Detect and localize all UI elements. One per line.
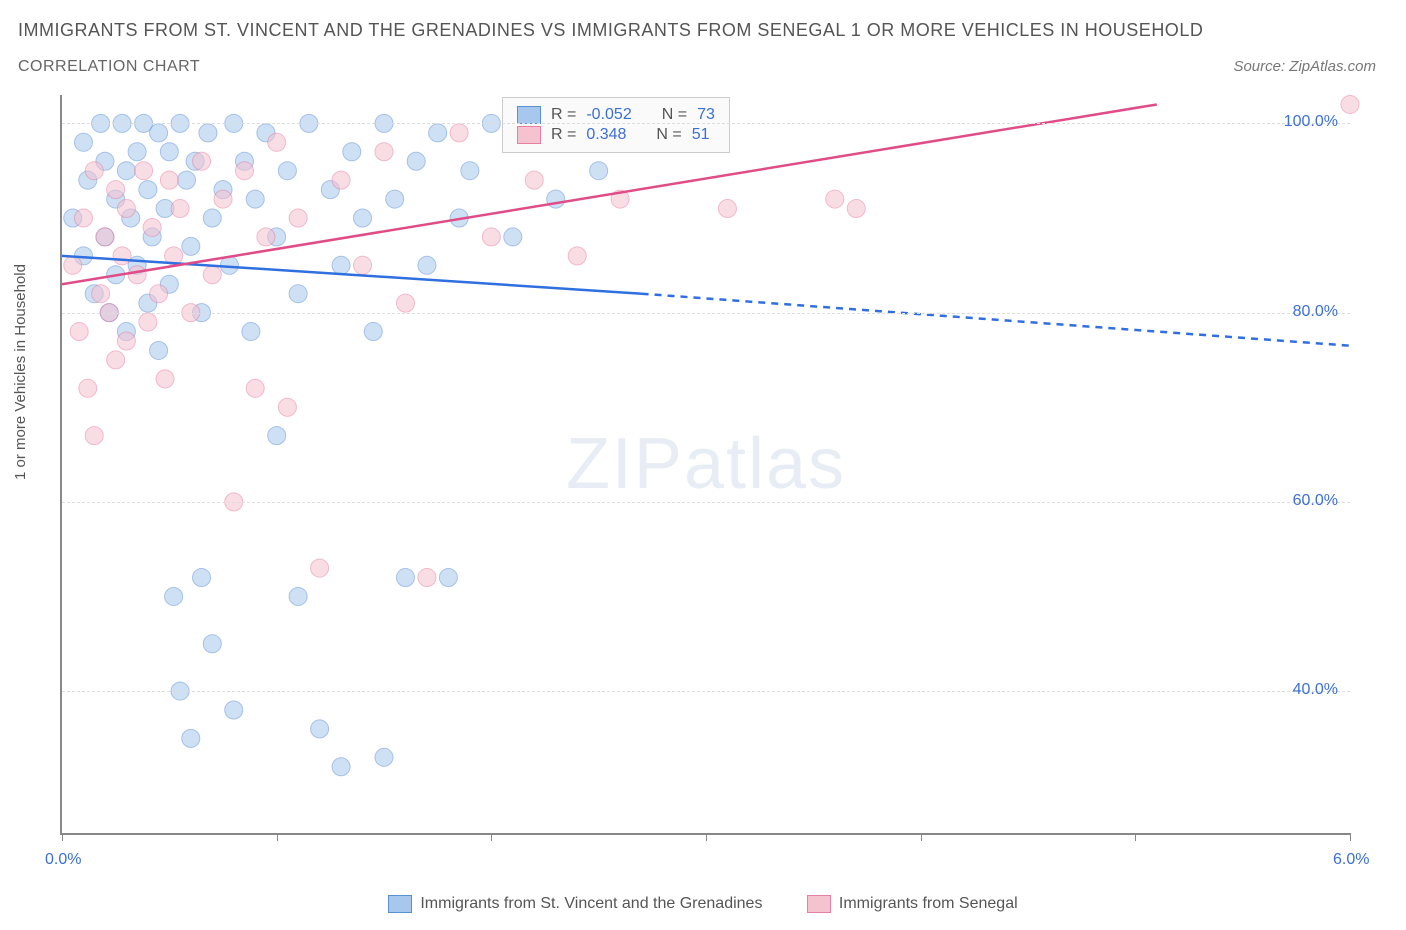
swatch-series-2: [807, 895, 831, 913]
x-tick-label: 6.0%: [1333, 851, 1369, 869]
y-tick-label: 100.0%: [1284, 113, 1338, 131]
stat-r-label: R =: [551, 126, 576, 144]
swatch-series-1: [517, 106, 541, 124]
x-tick: [1135, 833, 1136, 841]
x-tick: [1350, 833, 1351, 841]
plot-area: ZIPatlas R = -0.052 N = 73 R = 0.348 N =…: [60, 95, 1350, 835]
x-tick-label: 0.0%: [45, 851, 81, 869]
stat-n-label: N =: [656, 126, 681, 144]
stats-row-series-1: R = -0.052 N = 73: [517, 106, 715, 124]
stat-n-value-2: 51: [692, 126, 710, 144]
legend-label-1: Immigrants from St. Vincent and the Gren…: [420, 895, 762, 913]
x-tick: [277, 833, 278, 841]
stat-n-value-1: 73: [697, 106, 715, 124]
stat-r-label: R =: [551, 106, 576, 124]
stats-row-series-2: R = 0.348 N = 51: [517, 126, 715, 144]
x-tick: [62, 833, 63, 841]
x-tick: [921, 833, 922, 841]
gridline: [62, 123, 1350, 124]
stat-r-value-1: -0.052: [586, 106, 631, 124]
gridline: [62, 691, 1350, 692]
swatch-series-2: [517, 126, 541, 144]
stat-n-label: N =: [662, 106, 687, 124]
source-attribution: Source: ZipAtlas.com: [1233, 58, 1376, 75]
y-tick-label: 40.0%: [1293, 681, 1338, 699]
scatter-svg: [62, 95, 1350, 833]
y-tick-label: 80.0%: [1293, 303, 1338, 321]
chart-title: IMMIGRANTS FROM ST. VINCENT AND THE GREN…: [18, 20, 1203, 41]
x-tick: [491, 833, 492, 841]
stat-r-value-2: 0.348: [586, 126, 626, 144]
gridline: [62, 313, 1350, 314]
y-tick-label: 60.0%: [1293, 492, 1338, 510]
chart-subtitle: CORRELATION CHART: [18, 58, 200, 76]
bottom-legend: Immigrants from St. Vincent and the Gren…: [0, 895, 1406, 918]
gridline: [62, 502, 1350, 503]
legend-item-1: Immigrants from St. Vincent and the Gren…: [388, 895, 762, 913]
x-tick: [706, 833, 707, 841]
y-axis-label: 1 or more Vehicles in Household: [12, 264, 29, 480]
legend-item-2: Immigrants from Senegal: [807, 895, 1018, 913]
legend-label-2: Immigrants from Senegal: [839, 895, 1018, 913]
stats-legend: R = -0.052 N = 73 R = 0.348 N = 51: [502, 97, 730, 153]
swatch-series-1: [388, 895, 412, 913]
